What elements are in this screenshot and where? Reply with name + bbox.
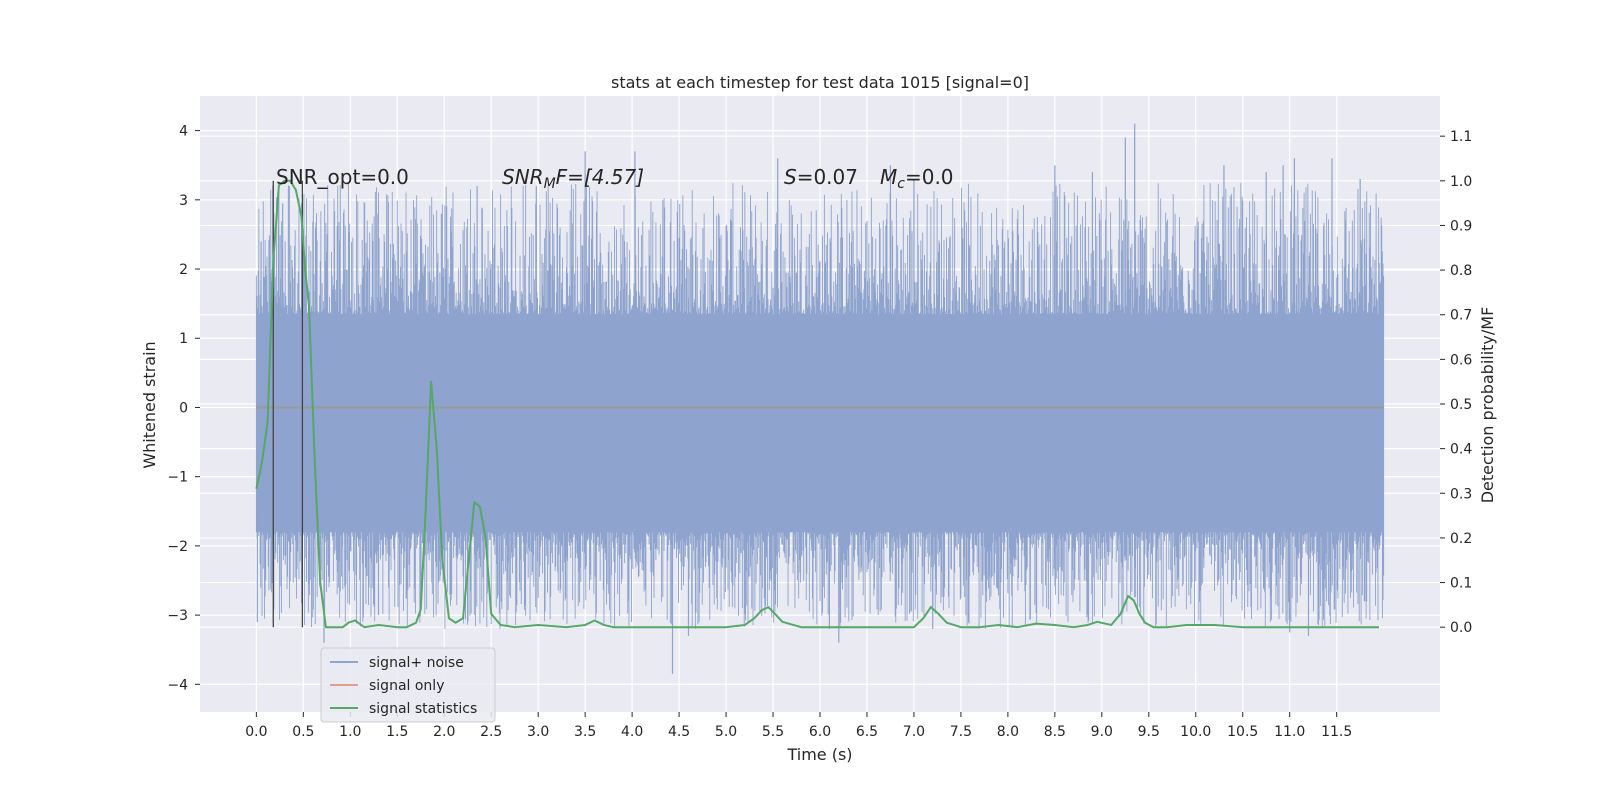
x-tick-label: 11.0	[1274, 724, 1305, 740]
y-left-tick-label: 0	[179, 400, 188, 416]
y-right-tick-label: 1.1	[1450, 129, 1472, 145]
y-axis-right-label: Detection probability/MF	[1478, 307, 1497, 504]
y-left-tick-label: −1	[167, 470, 188, 486]
y-left-tick-label: −2	[167, 539, 188, 555]
x-tick-label: 7.0	[903, 724, 925, 740]
x-tick-label: 4.5	[668, 724, 690, 740]
legend-label-stats: signal statistics	[369, 701, 477, 717]
s-value: =0.07	[797, 165, 858, 189]
mc-sub: c	[897, 176, 905, 192]
y-right-tick-label: 0.1	[1450, 576, 1472, 592]
x-tick-label: 3.5	[574, 724, 596, 740]
y-right-tick-label: 0.4	[1450, 442, 1472, 458]
annotation-snr-opt: SNR_opt=0.0	[276, 165, 409, 189]
y-axis-left-label: Whitened strain	[140, 341, 159, 468]
y-left-tick-label: 4	[179, 124, 188, 140]
statistics-line	[255, 179, 1379, 629]
y-right-tick-label: 0.6	[1450, 352, 1472, 368]
x-tick-label: 1.5	[386, 724, 408, 740]
y-right-tick-label: 0.3	[1450, 486, 1472, 502]
y-right-tick-label: 0.5	[1450, 397, 1472, 413]
x-tick-label: 1.0	[339, 724, 361, 740]
snr-mf-rest-italic: F=[4.57]	[556, 165, 644, 189]
y-left-tick-label: 3	[179, 193, 188, 209]
snr-mf-sub: M	[544, 176, 556, 192]
x-tick-label: 3.0	[527, 724, 549, 740]
s-label: S	[784, 165, 797, 189]
y-left-tick-label: −3	[167, 608, 188, 624]
statistics-series	[255, 179, 1379, 629]
x-tick-label: 8.0	[997, 724, 1019, 740]
mc-base: M	[880, 165, 897, 189]
x-tick-label: 2.5	[480, 724, 502, 740]
mc-value: =0.0	[905, 165, 954, 189]
y-right-tick-label: 0.7	[1450, 308, 1472, 324]
noise-series	[255, 123, 1385, 674]
x-tick-label: 9.0	[1091, 724, 1113, 740]
snr-mf-base: SNR	[502, 165, 544, 189]
y-right-tick-label: 0.9	[1450, 218, 1472, 234]
ticks: 0.0 0.5 1.0 1.5 2.0 2.5 3.0 3.5 4.0 4.5 5.0 5.5 6.0 6…	[167, 124, 1472, 740]
x-tick-label: 5.0	[715, 724, 737, 740]
x-tick-label: 6.5	[856, 724, 878, 740]
y-right-tick-label: 0.8	[1450, 263, 1472, 279]
chart-title: stats at each timestep for test data 101…	[611, 73, 1029, 92]
legend-box	[320, 647, 496, 723]
legend-label-noise: signal+ noise	[369, 655, 464, 671]
y-left-tick-label: 1	[179, 331, 188, 347]
x-tick-label: 2.0	[433, 724, 455, 740]
x-tick-label: 7.5	[950, 724, 972, 740]
y-right-tick-label: 0.2	[1450, 531, 1472, 547]
x-tick-label: 11.5	[1321, 724, 1352, 740]
y-left-tick-label: 2	[179, 262, 188, 278]
y-left-tick-label: −4	[167, 677, 188, 693]
x-tick-label: 6.0	[809, 724, 831, 740]
x-tick-label: 10.0	[1180, 724, 1211, 740]
legend-label-signal: signal only	[369, 678, 444, 694]
y-right-tick-label: 1.0	[1450, 174, 1472, 190]
x-tick-label: 9.5	[1138, 724, 1160, 740]
x-tick-label: 8.5	[1044, 724, 1066, 740]
x-tick-label: 0.0	[245, 724, 267, 740]
x-tick-label: 0.5	[292, 724, 314, 740]
x-tick-label: 10.5	[1227, 724, 1258, 740]
legend: signal+ noise signal only signal statist…	[320, 647, 496, 723]
annotation-snr-mf: SNRMF=[4.57]	[502, 165, 644, 192]
x-axis-label: Time (s)	[786, 745, 852, 764]
annotation-mc: Mc=0.0	[880, 165, 954, 192]
x-tick-label: 5.5	[762, 724, 784, 740]
x-tick-label: 4.0	[621, 724, 643, 740]
noise-spikes	[255, 182, 1385, 629]
annotation-s: S=0.07	[784, 165, 858, 189]
y-right-tick-label: 0.0	[1450, 620, 1472, 636]
